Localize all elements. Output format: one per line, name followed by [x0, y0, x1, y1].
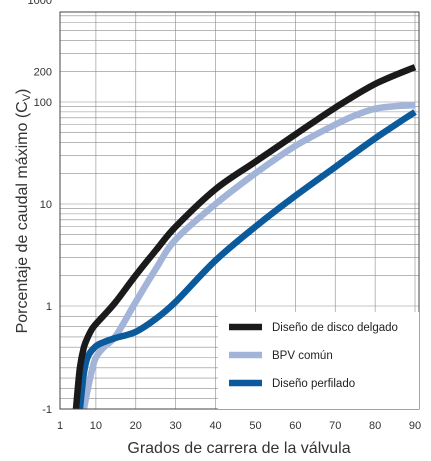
x-tick-labels: 1 10 20 30 40 50 60 70 80 90: [57, 420, 421, 432]
y-axis-title: Porcentaje de caudal máximo (CV): [14, 89, 33, 334]
legend-label: BPV común: [272, 350, 333, 362]
x-tick-label: 10: [90, 420, 102, 432]
y-tick-labels: -1 1 10 100 200 1000: [28, 0, 52, 416]
x-axis-title: Grados de carrera de la válvula: [127, 440, 350, 457]
x-tick-label: 80: [369, 420, 381, 432]
series-line: [80, 101, 416, 410]
y-tick-label: 10: [40, 199, 52, 211]
x-tick-label: 1: [57, 420, 63, 432]
x-tick-label: 20: [130, 420, 142, 432]
x-tick-label: 90: [409, 420, 421, 432]
x-tick-label: 50: [249, 420, 261, 432]
y-tick-label: 1: [46, 301, 52, 313]
x-tick-label: 30: [170, 420, 182, 432]
legend-label: Diseño de disco delgado: [272, 322, 398, 334]
legend-label: Diseño perfilado: [272, 378, 355, 390]
y-tick-label: 100: [34, 97, 52, 109]
y-tick-label: 1000: [28, 0, 52, 7]
x-tick-label: 60: [289, 420, 301, 432]
x-tick-label: 40: [209, 420, 221, 432]
legend: Diseño de disco delgado BPV común Diseño p…: [218, 312, 419, 409]
data-curves: [72, 64, 417, 410]
series-line: [72, 64, 417, 410]
y-axis-title-close: ): [14, 89, 31, 94]
series-line: [76, 109, 417, 410]
y-tick-label: 200: [34, 66, 52, 78]
y-axis-title-main: Porcentaje de caudal máximo (C: [14, 101, 31, 333]
x-tick-label: 70: [329, 420, 341, 432]
y-axis-title-subscript: V: [21, 93, 33, 101]
y-tick-label: -1: [42, 404, 52, 416]
